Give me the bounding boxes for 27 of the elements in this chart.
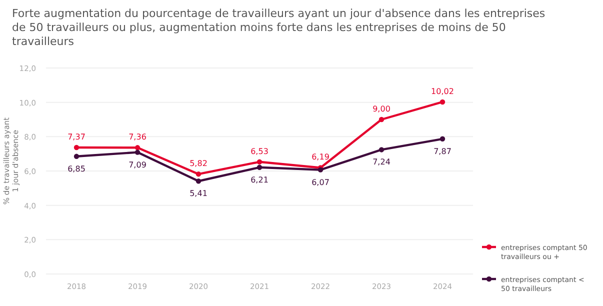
point	[134, 150, 140, 155]
data-label: 9,00	[372, 104, 390, 114]
point	[134, 145, 140, 150]
point	[74, 154, 80, 160]
data-label: 6,07	[312, 178, 330, 187]
data-label: 6,85	[68, 164, 86, 174]
chart-title: Forte augmentation du pourcentage de travailleurs ayant un jour d'absence dans les entreprises de 50 travailleurs ou plus, augmentation moins forte dans les entreprises de moins de 50 travailleurs	[12, 7, 546, 48]
point	[440, 136, 446, 142]
data-label: 6,21	[250, 175, 268, 184]
point	[378, 147, 384, 152]
data-label: 6,53	[250, 146, 268, 156]
data-label: 7,09	[128, 160, 146, 170]
point	[256, 159, 262, 164]
data-label: 5,82	[190, 159, 208, 168]
data-label: 7,36	[128, 132, 146, 142]
data-label: 7,37	[68, 132, 86, 142]
data-label: 10,02	[431, 86, 454, 96]
data-label: 5,41	[190, 189, 208, 198]
data-label: 6,19	[312, 152, 330, 162]
point	[378, 116, 384, 122]
data-label: 7,87	[434, 146, 452, 156]
point	[440, 99, 446, 105]
point	[74, 144, 80, 150]
point	[256, 164, 262, 170]
point	[196, 171, 202, 177]
data-label: 7,24	[372, 158, 390, 167]
point	[196, 178, 202, 184]
